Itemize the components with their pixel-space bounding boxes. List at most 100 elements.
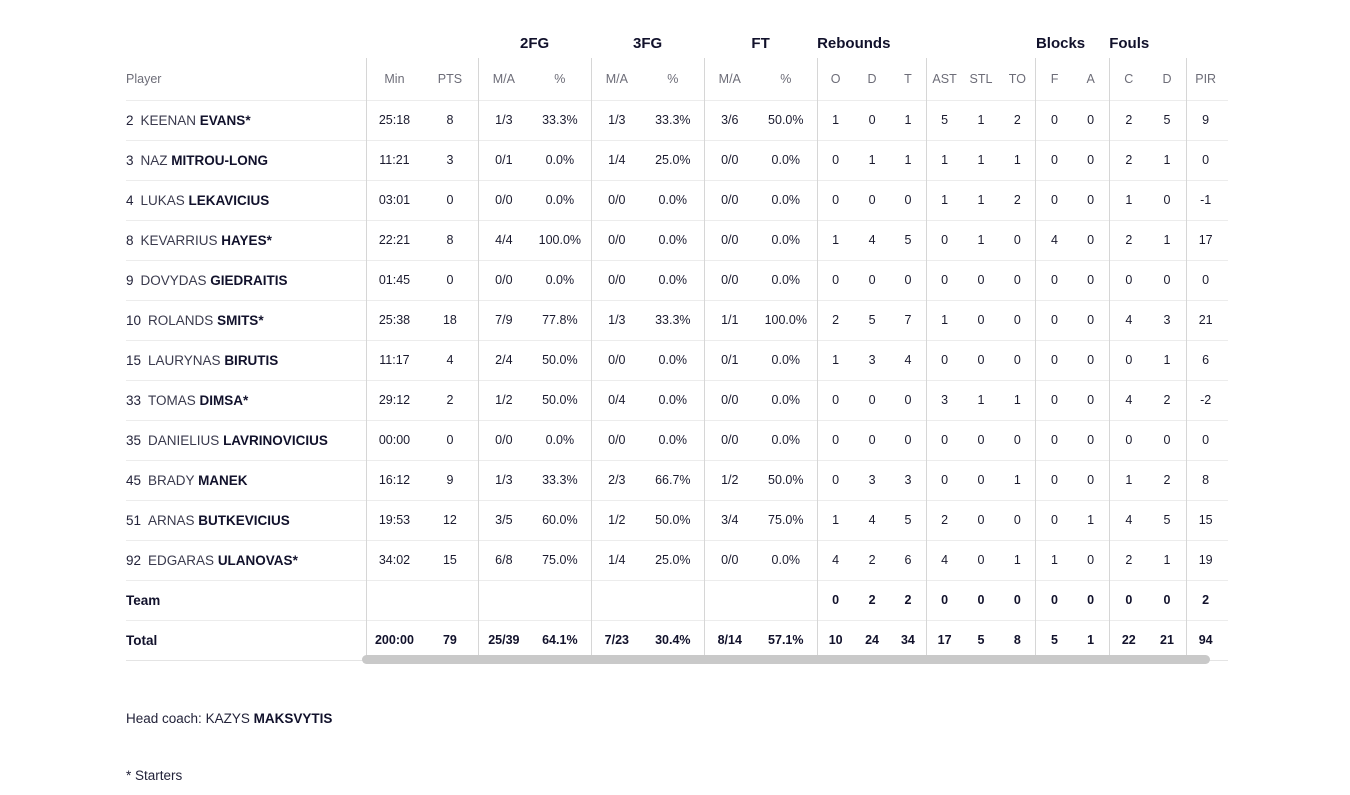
- cell-pts: 79: [422, 619, 479, 661]
- player-cell[interactable]: 9 DOVYDAS GIEDRAITIS: [126, 259, 367, 300]
- cell-2fg-ma: 0/0: [477, 179, 530, 220]
- jersey-number: 10: [126, 312, 142, 328]
- head-coach-first-name: KAZYS: [205, 711, 250, 726]
- col-header-3fg-pct[interactable]: %: [667, 71, 679, 86]
- col-header-ft-pct[interactable]: %: [780, 71, 792, 86]
- group-header-fouls: Fouls: [1109, 35, 1150, 52]
- col-header-stl[interactable]: STL: [969, 71, 993, 86]
- cell-2fg-ma: 1/3: [477, 459, 530, 500]
- player-cell[interactable]: 2 KEENAN EVANS*: [126, 99, 367, 140]
- player-last-name: MITROU-LONG: [171, 152, 269, 168]
- cell-min: 11:17: [365, 339, 423, 380]
- horizontal-scrollbar-thumb[interactable]: [362, 655, 1210, 664]
- cell-pts: 4: [422, 339, 479, 380]
- player-cell[interactable]: 3 NAZ MITROU-LONG: [126, 139, 367, 180]
- cell-3fg-ma: 1/3: [590, 99, 643, 140]
- cell-ft-pct: 57.1%: [754, 619, 818, 661]
- player-last-name: LEKAVICIUS: [188, 192, 270, 208]
- cell-min: 29:12: [365, 379, 423, 420]
- col-header-3fg-ma[interactable]: M/A: [590, 58, 643, 100]
- cell-oreb: 0: [816, 459, 854, 500]
- cell-ft-ma: 0/0: [703, 259, 755, 300]
- cell-dreb: 4: [853, 219, 891, 260]
- cell-blocks-against: 0: [1072, 219, 1110, 260]
- cell-min: [365, 579, 423, 620]
- player-cell[interactable]: 51 ARNAS BUTKEVICIUS: [126, 499, 367, 540]
- cell-ast: 0: [925, 259, 963, 300]
- cell-ft-ma: 3/6: [703, 99, 755, 140]
- cell-ast: 1: [925, 179, 963, 220]
- cell-dreb: 24: [853, 619, 891, 661]
- col-header-dreb[interactable]: D: [867, 71, 877, 86]
- cell-plusminus: [1224, 339, 1228, 380]
- player-cell[interactable]: 33 TOMAS DIMSA*: [126, 379, 367, 420]
- col-header-2fg-ma[interactable]: M/A: [477, 58, 530, 100]
- cell-dreb: 0: [853, 379, 891, 420]
- col-header-plusminus[interactable]: +/-: [1224, 58, 1228, 100]
- cell-to: 0: [999, 219, 1036, 260]
- cell-blocks-favour: 5: [1035, 619, 1073, 661]
- cell-fouls-drawn: 2: [1147, 379, 1187, 420]
- player-first-name: NAZ: [140, 152, 172, 168]
- cell-pts: [422, 579, 479, 620]
- cell-min: 25:38: [365, 299, 423, 340]
- player-last-name: SMITS: [217, 312, 259, 328]
- cell-pir: 0: [1186, 419, 1225, 460]
- cell-ft-ma: [703, 579, 755, 620]
- col-header-pir[interactable]: PIR: [1186, 58, 1225, 100]
- player-cell[interactable]: 45 BRADY MANEK: [126, 459, 367, 500]
- cell-oreb: 4: [816, 539, 854, 580]
- cell-fouls-committed: 22: [1108, 619, 1148, 661]
- cell-ft-pct: 50.0%: [754, 459, 818, 500]
- cell-min: 34:02: [365, 539, 423, 580]
- col-header-ft-ma[interactable]: M/A: [703, 58, 755, 100]
- col-header-treb[interactable]: T: [904, 71, 912, 86]
- table-row: 45 BRADY MANEK 16:12 9 1/3 33.3% 2/3 66.7% 1/2 50…: [126, 459, 1228, 500]
- table-row: 2 KEENAN EVANS* 25:18 8 1/3 33.3% 1/3 33.3% 3/6 5…: [126, 99, 1228, 140]
- player-last-name: EVANS: [199, 112, 246, 128]
- cell-to: 0: [999, 499, 1036, 540]
- cell-oreb: 2: [816, 299, 854, 340]
- cell-2fg-ma: 0/0: [477, 419, 530, 460]
- cell-stl: 1: [962, 99, 1000, 140]
- cell-blocks-favour: 0: [1035, 339, 1073, 380]
- cell-ast: 2: [925, 499, 963, 540]
- box-score-scroll-viewport[interactable]: 2FG 3FG FT Rebounds Blocks Fouls Player …: [126, 18, 1228, 663]
- player-cell[interactable]: 15 LAURYNAS BIRUTIS: [126, 339, 367, 380]
- cell-blocks-against: 0: [1072, 579, 1110, 620]
- col-header-2fg-pct[interactable]: %: [554, 71, 566, 86]
- table-row: Total 200:00 79 25/39 64.1% 7/23 30.4% 8/14 57.1…: [126, 619, 1228, 661]
- player-cell[interactable]: 8 KEVARRIUS HAYES*: [126, 219, 367, 260]
- jersey-number: 8: [126, 232, 134, 248]
- col-header-oreb[interactable]: O: [816, 58, 854, 100]
- cell-3fg-ma: 1/4: [590, 139, 643, 180]
- starter-asterisk: *: [258, 312, 264, 328]
- col-header-player[interactable]: Player: [126, 71, 162, 86]
- col-header-ast[interactable]: AST: [925, 58, 963, 100]
- col-header-fouls-drawn[interactable]: D: [1162, 71, 1172, 86]
- cell-to: 2: [999, 179, 1036, 220]
- col-header-to[interactable]: TO: [1008, 71, 1026, 86]
- player-cell[interactable]: 4 LUKAS LEKAVICIUS: [126, 179, 367, 220]
- cell-oreb: 0: [816, 139, 854, 180]
- cell-blocks-favour: 0: [1035, 379, 1073, 420]
- cell-pir: 6: [1186, 339, 1225, 380]
- player-first-name: TOMAS: [148, 392, 200, 408]
- col-header-blocks-favour[interactable]: F: [1035, 58, 1073, 100]
- cell-ft-ma: 0/0: [703, 419, 755, 460]
- player-cell[interactable]: 92 EDGARAS ULANOVAS*: [126, 539, 367, 580]
- jersey-number: 92: [126, 552, 142, 568]
- player-cell[interactable]: 10 ROLANDS SMITS*: [126, 299, 367, 340]
- cell-ast: 0: [925, 339, 963, 380]
- cell-plusminus: [1224, 499, 1228, 540]
- cell-fouls-drawn: 0: [1147, 259, 1187, 300]
- cell-plusminus: [1224, 139, 1228, 180]
- player-cell[interactable]: 35 DANIELIUS LAVRINOVICIUS: [126, 419, 367, 460]
- col-header-blocks-against[interactable]: A: [1086, 71, 1095, 86]
- col-header-min[interactable]: Min: [365, 58, 423, 100]
- cell-2fg-pct: [529, 579, 592, 620]
- group-header-3fg: 3FG: [633, 35, 663, 52]
- col-header-pts[interactable]: PTS: [437, 71, 463, 86]
- horizontal-scrollbar-track[interactable]: [126, 652, 1228, 666]
- col-header-fouls-committed[interactable]: C: [1108, 58, 1148, 100]
